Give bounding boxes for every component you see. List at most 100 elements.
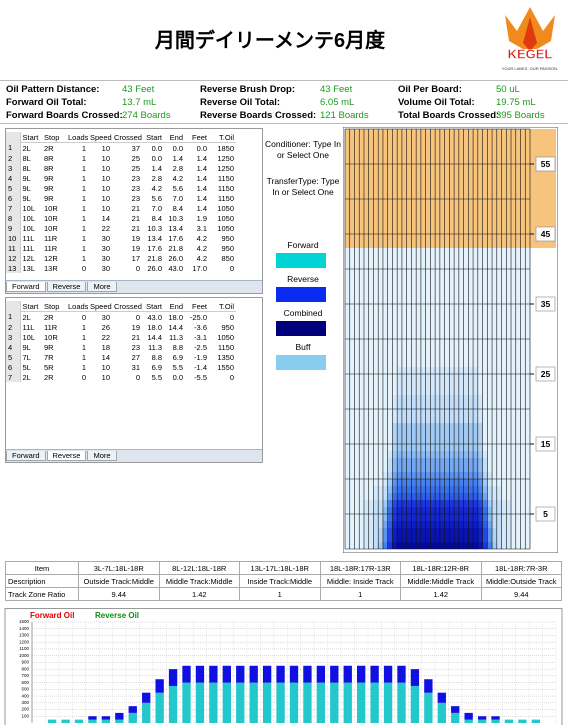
table-row: 3 8L 8R 1 10 25 1.4 2.8 1.4 1250 — [6, 163, 236, 173]
oil-cell — [439, 521, 445, 528]
bar-segment — [464, 719, 473, 723]
oil-cell — [430, 458, 436, 472]
oil-cell — [416, 542, 422, 549]
zone-cell: Inside Track:Middle — [239, 574, 321, 588]
table-cell: 0.0 — [151, 153, 162, 163]
oil-cell — [492, 248, 497, 486]
table-cell: 8.8 — [151, 352, 162, 362]
row-index: 5 — [6, 352, 21, 362]
bar-segment — [370, 665, 379, 683]
table-cell: 23 — [131, 342, 140, 352]
oil-cell — [468, 248, 474, 367]
oil-cell — [454, 248, 460, 367]
table-cell: 1 — [81, 322, 86, 332]
table-cell: 1.4 — [172, 153, 183, 163]
oil-cell — [387, 521, 393, 528]
table-cell: 1 — [81, 193, 86, 203]
oil-cell — [468, 458, 474, 472]
oil-cell — [392, 458, 398, 472]
oil-cell — [487, 542, 493, 549]
oil-cell — [435, 493, 441, 500]
oil-cell — [430, 486, 436, 493]
oil-cell — [392, 423, 398, 451]
oil-cell — [468, 528, 474, 542]
oil-cell — [420, 423, 426, 451]
table-cell: 5L — [22, 362, 31, 372]
bar-segment — [182, 682, 191, 723]
zone-cell: 1 — [319, 587, 401, 601]
table-cell: 14 — [101, 213, 110, 223]
table-cell: 13.4 — [147, 233, 162, 243]
oil-cell — [482, 542, 488, 549]
oil-cell — [487, 521, 493, 528]
table-cell: 13.4 — [168, 223, 183, 233]
oil-cell — [401, 493, 407, 500]
oil-cell — [411, 248, 417, 367]
oil-cell — [420, 472, 426, 479]
bar-segment — [47, 719, 57, 723]
table-cell: 21 — [131, 213, 140, 223]
oil-cell — [425, 486, 431, 493]
sheet-tab[interactable]: Forward — [6, 282, 46, 292]
oil-cell — [477, 458, 483, 472]
table-cell: 950 — [221, 233, 234, 243]
table-cell: 19 — [131, 233, 140, 243]
oil-cell — [430, 521, 436, 528]
bar-segment — [410, 669, 420, 686]
bar-segment — [451, 706, 460, 713]
bar-segment — [424, 679, 433, 693]
oil-cell — [458, 542, 464, 549]
table-cell: 17.0 — [192, 263, 207, 273]
zone-header: 3L-7L:18L-18R — [78, 561, 160, 575]
table-cell: 950 — [221, 243, 234, 253]
oil-cell — [406, 493, 412, 500]
oil-cell — [397, 486, 403, 493]
table-cell: 0.0 — [172, 143, 183, 153]
oil-cell — [482, 493, 488, 500]
oil-cell — [454, 542, 460, 549]
table-cell: 1.4 — [196, 193, 207, 203]
table-cell: 43.0 — [147, 312, 162, 322]
legend-label: Forward — [287, 240, 319, 250]
zone-cell: Middle: Inside Track — [319, 574, 401, 588]
oil-cell — [468, 500, 474, 507]
bar-segment — [142, 702, 151, 723]
sheet-tab[interactable]: More — [87, 282, 117, 292]
oil-cell — [397, 479, 403, 486]
oil-cell — [463, 472, 469, 479]
oil-cell — [387, 500, 393, 507]
table-cell: 2L — [22, 372, 31, 382]
table-cell: 3.1 — [196, 223, 207, 233]
oil-cell — [382, 521, 388, 528]
sheet-tab[interactable]: Forward — [6, 451, 46, 461]
oil-cell — [496, 486, 502, 500]
feet-tick-box — [535, 156, 556, 172]
table-cell: 8.4 — [151, 213, 162, 223]
table-cell: 1850 — [217, 143, 234, 153]
sheet-tab[interactable]: Reverse — [46, 282, 87, 292]
sheet-tab[interactable]: More — [87, 451, 117, 461]
table-cell: 43.0 — [168, 263, 183, 273]
table-cell: 8.8 — [172, 342, 183, 352]
zone-cell: 1.42 — [400, 587, 482, 601]
summary-label: Forward Boards Crossed: — [6, 110, 123, 121]
table-cell: 1150 — [217, 193, 234, 203]
sheet-tab[interactable]: Reverse — [46, 451, 87, 461]
summary-value: 13.7 mL — [122, 97, 157, 108]
oil-cell — [425, 542, 431, 549]
table-cell: 2R — [44, 312, 54, 322]
oil-cell — [401, 500, 407, 507]
oil-cell — [406, 458, 412, 472]
table-row: 5 7L 7R 1 14 27 8.8 6.9 -1.9 1350 — [6, 352, 236, 362]
table-cell: 6.9 — [172, 352, 183, 362]
table-cell: 2L — [22, 143, 31, 153]
bar-segment — [343, 682, 352, 723]
summary-value: 121 Boards — [320, 110, 369, 121]
column-header: Start — [142, 132, 164, 143]
oil-cell — [430, 479, 436, 486]
table-cell: 18.0 — [168, 312, 183, 322]
oil-cell — [468, 479, 474, 486]
table-cell: 11L — [22, 243, 35, 253]
oil-cell — [378, 542, 384, 549]
table-cell: 7.0 — [172, 193, 183, 203]
